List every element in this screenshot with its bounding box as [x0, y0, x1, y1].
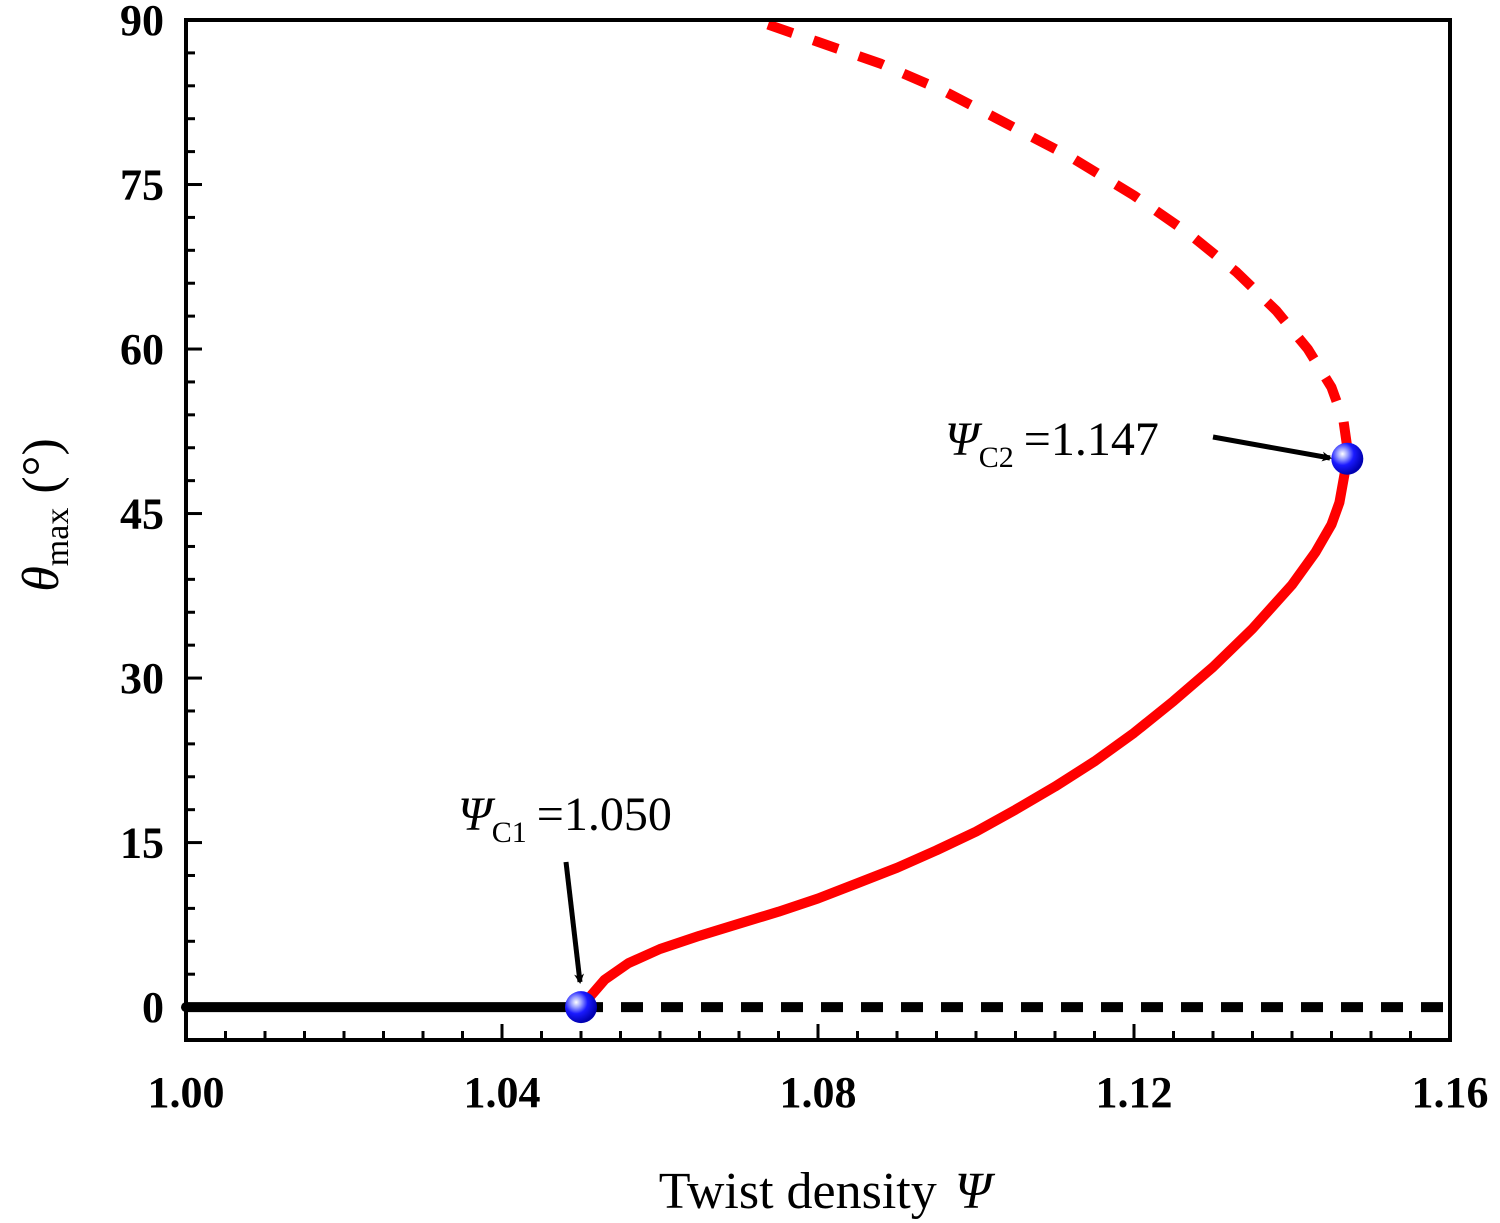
y-axis-unit: (°)	[13, 438, 70, 493]
annotation-psi-c2-value: =1.147	[1024, 413, 1159, 466]
y-tick-label: 45	[120, 490, 164, 539]
annotation-psi-c1-subscript: C1	[492, 816, 527, 849]
tick-layer	[184, 18, 1452, 1040]
critical-point-marker-2	[1331, 442, 1364, 475]
y-tick-label: 60	[120, 325, 164, 374]
y-axis-subscript: max	[39, 508, 76, 567]
x-tick-label: 1.00	[148, 1068, 225, 1117]
series-3-line	[576, 453, 1353, 1013]
annotation-psi-c1-arrow	[563, 861, 585, 984]
annotation-psi-c2-arrow	[1212, 434, 1332, 462]
x-tick-label: 1.16	[1412, 1068, 1489, 1117]
y-axis-title: θmax (°)	[13, 438, 76, 592]
x-axis-title: Twist density Ψ	[659, 1163, 996, 1220]
x-axis-label: Twist density	[659, 1163, 937, 1220]
y-tick-label: 90	[120, 0, 164, 45]
x-tick-label: 1.12	[1096, 1068, 1173, 1117]
series-layer	[181, 15, 1450, 1013]
series-4-line	[753, 15, 1353, 449]
ticklabel-layer: 1.00 1.04 1.08 1.12 1.16 0 15 30 45 60 75 90	[120, 0, 1489, 1117]
plot-frame	[184, 18, 1452, 1042]
critical-point-marker-1	[565, 991, 597, 1024]
annotation-psi-c1-label: ΨC1 =1.050	[458, 788, 672, 849]
annotation-psi-c2-subscript: C2	[979, 441, 1014, 474]
y-tick-label: 15	[120, 819, 164, 868]
annotation-psi-c1-value: =1.050	[537, 788, 672, 841]
x-axis-symbol: Ψ	[955, 1163, 996, 1220]
annotation-psi-c1-symbol: Ψ	[458, 788, 496, 841]
annotation-psi-c2-symbol: Ψ	[945, 413, 983, 466]
y-axis-symbol: θ	[13, 566, 70, 592]
x-tick-label: 1.08	[780, 1068, 857, 1117]
y-tick-label: 75	[120, 161, 164, 210]
y-tick-label: 30	[120, 654, 164, 703]
x-tick-label: 1.04	[464, 1068, 541, 1117]
marker-layer	[565, 442, 1364, 1024]
annotation-psi-c1: ΨC1 =1.050	[458, 788, 672, 984]
annotation-psi-c2: ΨC2 =1.147	[945, 413, 1332, 474]
y-tick-label: 0	[142, 983, 164, 1032]
annotation-psi-c2-label: ΨC2 =1.147	[945, 413, 1159, 474]
